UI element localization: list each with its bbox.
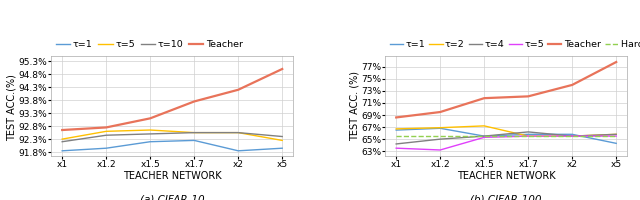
Legend: τ=1, τ=5, τ=10, Teacher: τ=1, τ=5, τ=10, Teacher xyxy=(56,40,243,49)
Text: (b) CIFAR-100: (b) CIFAR-100 xyxy=(470,194,542,200)
Y-axis label: TEST ACC.(%) : TEST ACC.(%) xyxy=(7,71,17,141)
X-axis label: TEACHER NETWORK: TEACHER NETWORK xyxy=(123,171,221,181)
X-axis label: TEACHER NETWORK: TEACHER NETWORK xyxy=(457,171,556,181)
Legend: τ=1, τ=2, τ=4, τ=5, Teacher, Hard label: τ=1, τ=2, τ=4, τ=5, Teacher, Hard label xyxy=(390,40,640,49)
Text: (a) CIFAR-10: (a) CIFAR-10 xyxy=(140,194,205,200)
Y-axis label: TEST ACC. (%): TEST ACC. (%) xyxy=(349,71,360,141)
